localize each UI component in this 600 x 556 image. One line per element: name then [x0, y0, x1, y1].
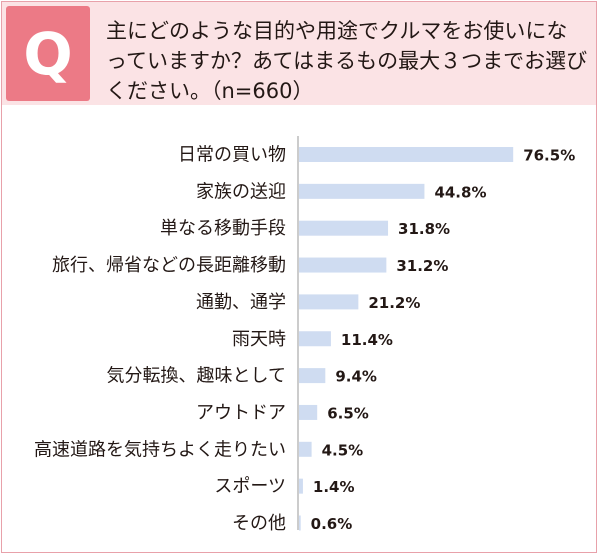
category-label-1: 家族の送迎 — [196, 181, 286, 202]
bar-1 — [299, 183, 425, 199]
bar-6 — [299, 368, 326, 384]
question-text: 主にどのような目的や用途でクルマをお使いになっていますか？あてはまるもの最大３つ… — [106, 19, 588, 103]
value-label-3: 31.2% — [396, 257, 448, 275]
bar-5 — [299, 331, 331, 347]
category-label-3: 旅行、帰省などの長距離移動 — [52, 255, 286, 276]
category-label-2: 単なる移動手段 — [160, 218, 286, 239]
value-labels-group: 76.5% 44.8% 31.8% 31.2% 21.2% 11.4% 9.4% 6.5% 4.… — [311, 147, 576, 534]
bar-10 — [299, 515, 301, 531]
bar-7 — [299, 404, 318, 420]
bar-2 — [299, 220, 389, 236]
value-label-2: 31.8% — [398, 220, 450, 238]
bar-3 — [299, 257, 387, 273]
bar-8 — [299, 441, 312, 457]
value-label-6: 9.4% — [335, 368, 377, 386]
category-label-7: アウトドア — [196, 402, 286, 423]
bar-0 — [299, 147, 514, 162]
value-label-0: 76.5% — [523, 147, 575, 165]
category-label-4: 通勤、通学 — [196, 292, 286, 313]
bar-4 — [299, 294, 359, 310]
category-label-8: 高速道路を気持ちよく走りたい — [34, 439, 286, 460]
value-label-8: 4.5% — [322, 441, 364, 459]
value-label-7: 6.5% — [327, 404, 369, 422]
category-label-6: 気分転換、趣味として — [107, 366, 286, 387]
category-label-10: その他 — [232, 513, 286, 534]
category-label-0: 日常の買い物 — [178, 145, 286, 166]
bar-9 — [299, 478, 303, 494]
value-label-10: 0.6% — [311, 515, 353, 533]
value-label-5: 11.4% — [341, 331, 393, 349]
value-label-4: 21.2% — [368, 294, 420, 312]
category-label-5: 雨天時 — [232, 329, 286, 350]
q-badge: Q — [6, 6, 90, 101]
q-badge-letter: Q — [23, 19, 73, 88]
bars-group — [299, 147, 514, 531]
category-label-9: スポーツ — [214, 476, 286, 497]
question-header: Q 主にどのような目的や用途でクルマをお使いになっていますか？あてはまるもの最大… — [2, 2, 596, 105]
category-labels-group: 日常の買い物家族の送迎単なる移動手段旅行、帰省などの長距離移動通勤、通学雨天時気… — [34, 145, 286, 535]
value-label-1: 44.8% — [434, 183, 486, 201]
value-label-9: 1.4% — [313, 478, 355, 496]
